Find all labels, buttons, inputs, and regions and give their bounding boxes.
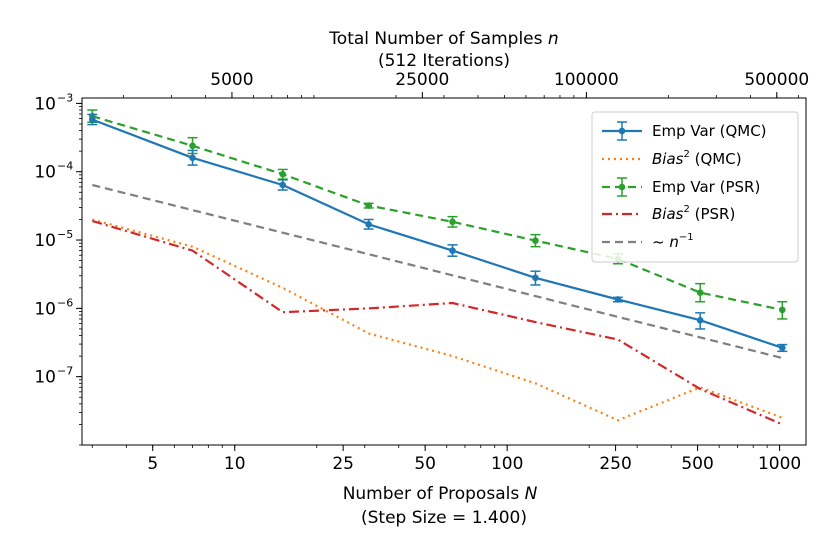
data-point — [449, 218, 456, 226]
data-point — [279, 181, 287, 189]
y-tick-exponent: −6 — [57, 296, 73, 309]
data-point — [696, 316, 704, 324]
x-tick-label: 50 — [414, 454, 436, 474]
data-point — [365, 221, 372, 228]
x-tick-label: 5 — [147, 454, 158, 474]
y-tick-exponent: −4 — [57, 160, 73, 173]
legend-samples — [602, 121, 642, 244]
series-layer — [87, 109, 788, 426]
y-tick-exponent: −7 — [57, 365, 73, 378]
top-tick-label: 5000 — [210, 70, 253, 90]
data-point — [778, 306, 786, 314]
data-point — [88, 116, 96, 123]
y-tick-label: 10 — [34, 299, 56, 319]
data-point — [365, 202, 372, 209]
series-line-2 — [91, 115, 783, 311]
y-tick-label: 10 — [34, 368, 56, 388]
x-tick-label: 1000 — [758, 454, 801, 474]
top-tick-label: 25000 — [395, 70, 449, 90]
series-line-3 — [91, 219, 783, 426]
data-point — [778, 344, 786, 352]
y-tick-label: 10 — [34, 163, 56, 183]
x-tick-label: 10 — [224, 454, 246, 474]
series-line-4 — [92, 183, 783, 360]
legend-box — [591, 111, 799, 263]
x-tick-label: 500 — [681, 454, 713, 474]
legend-label-bias-psr: Bias2 (PSR) — [652, 204, 735, 223]
data-point — [614, 296, 622, 303]
data-point — [189, 142, 196, 150]
data-point — [449, 247, 456, 254]
legend-label-reference-slope: ~ n−1 — [652, 232, 694, 251]
x-axis-sublabel: (Step Size = 1.400) — [361, 508, 527, 528]
legend-marker-sample — [618, 183, 626, 191]
legend: Emp Var (QMC) Bias2 (QMC) Emp Var (PSR) … — [591, 111, 799, 263]
top-tick-label: 500000 — [744, 70, 809, 90]
top-axis-sublabel: (512 Iterations) — [378, 51, 510, 71]
x-axis-label: Number of Proposals N — [343, 484, 538, 504]
top-axis-label: Total Number of Samples n — [328, 29, 558, 49]
y-tick-exponent: −5 — [57, 228, 73, 241]
legend-marker-sample — [618, 127, 626, 135]
y-tick-label: 10 — [34, 231, 56, 251]
y-axis-ticks: 10−310−410−510−610−7 — [34, 91, 82, 446]
top-tick-label: 100000 — [554, 70, 619, 90]
x-tick-label: 100 — [491, 454, 523, 474]
data-point — [696, 289, 704, 296]
x-tick-label: 250 — [599, 454, 631, 474]
x-axis-ticks: 5 10 25 50 100 250 500 1000 — [91, 445, 801, 474]
legend-label-emp-var-psr: Emp Var (PSR) — [652, 178, 760, 196]
legend-label-bias-qmc: Bias2 (QMC) — [652, 149, 742, 168]
top-axis-ticks: 5000 25000 100000 500000 — [123, 70, 809, 98]
y-tick-exponent: −3 — [57, 91, 73, 104]
data-point — [279, 170, 287, 178]
y-tick-label: 10 — [34, 94, 56, 114]
data-point — [532, 274, 539, 282]
data-point — [532, 237, 539, 244]
legend-label-emp-var-qmc: Emp Var (QMC) — [652, 122, 767, 140]
x-tick-label: 25 — [332, 454, 354, 474]
data-point — [189, 154, 196, 162]
